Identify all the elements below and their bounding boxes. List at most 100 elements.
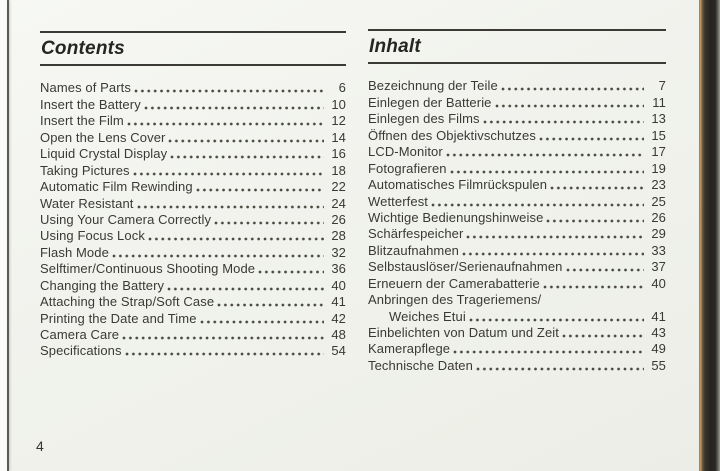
dot-leader — [561, 334, 644, 338]
toc-row: Einbelichten von Datum und Zeit 43 — [368, 324, 666, 340]
dot-leader — [538, 136, 644, 141]
toc-entry-label: Water Resistant — [40, 195, 134, 211]
dot-leader — [122, 336, 324, 340]
dot-leader — [126, 122, 324, 127]
dot-leader — [167, 286, 324, 291]
toc-row: Using Your Camera Correctly 26 — [40, 211, 346, 227]
toc-entry-label: Open the Lens Cover — [40, 129, 166, 145]
dot-leader — [217, 303, 324, 308]
toc-entry-page: 37 — [651, 259, 666, 275]
dot-leader — [445, 153, 644, 158]
toc-entry-page: 55 — [651, 357, 666, 373]
dot-leader — [542, 284, 644, 289]
toc-row: Weiches Etui 41 — [368, 307, 666, 324]
toc-list-german: Bezeichnung der Teile 7 Einlegen der Bat… — [368, 77, 666, 373]
dot-leader — [482, 120, 644, 125]
toc-entry-label: Anbringen des Trageriemens/ — [368, 292, 542, 308]
dot-leader — [124, 352, 324, 357]
toc-entry-label: Bezeichnung der Teile — [368, 78, 498, 94]
dot-leader — [453, 350, 644, 355]
toc-entry-page: 49 — [651, 341, 666, 357]
dot-leader — [468, 317, 644, 322]
dot-leader — [170, 155, 324, 160]
dot-leader — [133, 89, 324, 94]
toc-entry-page: 28 — [331, 228, 346, 244]
toc-entry-label: LCD-Monitor — [368, 144, 443, 160]
toc-entry-label: Using Your Camera Correctly — [40, 211, 212, 227]
dot-leader — [462, 251, 644, 256]
top-rule-german — [368, 29, 666, 31]
toc-entry-label: Changing the Battery — [40, 277, 165, 293]
dot-leader — [466, 235, 644, 240]
toc-row: Fotografieren 19 — [368, 159, 666, 176]
toc-entry-label: Öffnen des Objektivschutzes — [368, 127, 536, 143]
toc-entry-page: 26 — [331, 211, 346, 227]
toc-entry-label: Taking Pictures — [40, 162, 130, 178]
toc-entry-page: 29 — [651, 226, 666, 242]
toc-entry-page: 13 — [651, 111, 666, 127]
toc-row: Using Focus Lock 28 — [40, 227, 346, 243]
toc-entry-label: Einlegen der Batterie — [368, 94, 492, 110]
title-underline-german — [368, 62, 666, 64]
toc-entry-page: 43 — [651, 325, 666, 340]
toc-row: Printing the Date and Time 42 — [40, 309, 346, 326]
toc-entry-page: 26 — [651, 209, 666, 225]
toc-row: Anbringen des Trageriemens/ — [368, 291, 666, 307]
dot-leader — [136, 204, 324, 209]
toc-row: Einlegen der Batterie 11 — [368, 93, 666, 110]
toc-entry-label: Selftimer/Continuous Shooting Mode — [40, 261, 256, 277]
toc-row: Water Resistant 24 — [40, 194, 346, 211]
toc-entry-page: 33 — [651, 242, 666, 258]
toc-entry-page: 40 — [331, 277, 346, 293]
spine-shadow-line — [7, 0, 9, 471]
toc-row: Changing the Battery 40 — [40, 276, 346, 293]
toc-entry-page: 11 — [652, 94, 666, 110]
toc-entry-label: Automatisches Filmrückspulen — [368, 177, 548, 193]
toc-row: Insert the Film 12 — [40, 112, 346, 128]
toc-entry-label: Specifications — [40, 343, 122, 359]
toc-entry-page: 14 — [331, 129, 346, 145]
toc-row: Selftimer/Continuous Shooting Mode 36 — [40, 260, 346, 276]
dot-leader — [143, 105, 324, 110]
toc-entry-page: 10 — [331, 96, 346, 112]
toc-entry-page: 54 — [331, 343, 346, 359]
toc-row: Schärfespeicher 29 — [368, 225, 666, 241]
toc-entry-page: 19 — [651, 160, 666, 176]
toc-entry-label: Insert the Battery — [40, 96, 141, 112]
dot-leader — [565, 268, 644, 273]
toc-row: Flash Mode 32 — [40, 243, 346, 260]
dot-leader — [111, 253, 324, 258]
dot-leader — [550, 186, 644, 191]
toc-entry-page: 17 — [651, 144, 666, 160]
title-underline-english — [40, 64, 346, 66]
toc-row: Insert the Battery 10 — [40, 95, 346, 112]
toc-entry-page: 12 — [331, 113, 346, 129]
dot-leader — [494, 103, 644, 108]
contents-title-english: Contents — [41, 38, 125, 59]
toc-entry-page: 40 — [651, 275, 666, 291]
toc-row: Camera Care 48 — [40, 326, 346, 342]
toc-entry-label: Automatic Film Rewinding — [40, 179, 193, 195]
toc-entry-label: Wichtige Bedienungshinweise — [368, 209, 544, 225]
scan-right-edge — [699, 0, 720, 471]
dot-leader — [132, 171, 324, 176]
toc-entry-label: Blitzaufnahmen — [368, 242, 460, 258]
toc-entry-label: Einlegen des Films — [368, 111, 480, 127]
toc-row: Names of Parts 6 — [40, 79, 346, 95]
toc-entry-page: 42 — [331, 310, 346, 326]
toc-entry-label: Using Focus Lock — [40, 228, 145, 244]
toc-entry-page: 48 — [331, 327, 346, 342]
toc-entry-label: Einbelichten von Datum und Zeit — [368, 325, 559, 340]
toc-row: Liquid Crystal Display 16 — [40, 145, 346, 161]
toc-row: Attaching the Strap/Soft Case 41 — [40, 293, 346, 309]
toc-entry-label: Kamerapflege — [368, 341, 451, 357]
toc-entry-page: 25 — [651, 193, 666, 209]
toc-entry-page: 24 — [331, 195, 346, 211]
contents-section-english: Contents Names of Parts 6 Insert the Bat… — [40, 31, 346, 358]
toc-entry-page: 41 — [651, 308, 666, 324]
toc-row: Selbstauslöser/Serienaufnahmen 37 — [368, 258, 666, 274]
toc-entry-page: 15 — [651, 127, 666, 143]
toc-entry-page: 6 — [338, 80, 346, 96]
dot-leader — [168, 138, 324, 143]
